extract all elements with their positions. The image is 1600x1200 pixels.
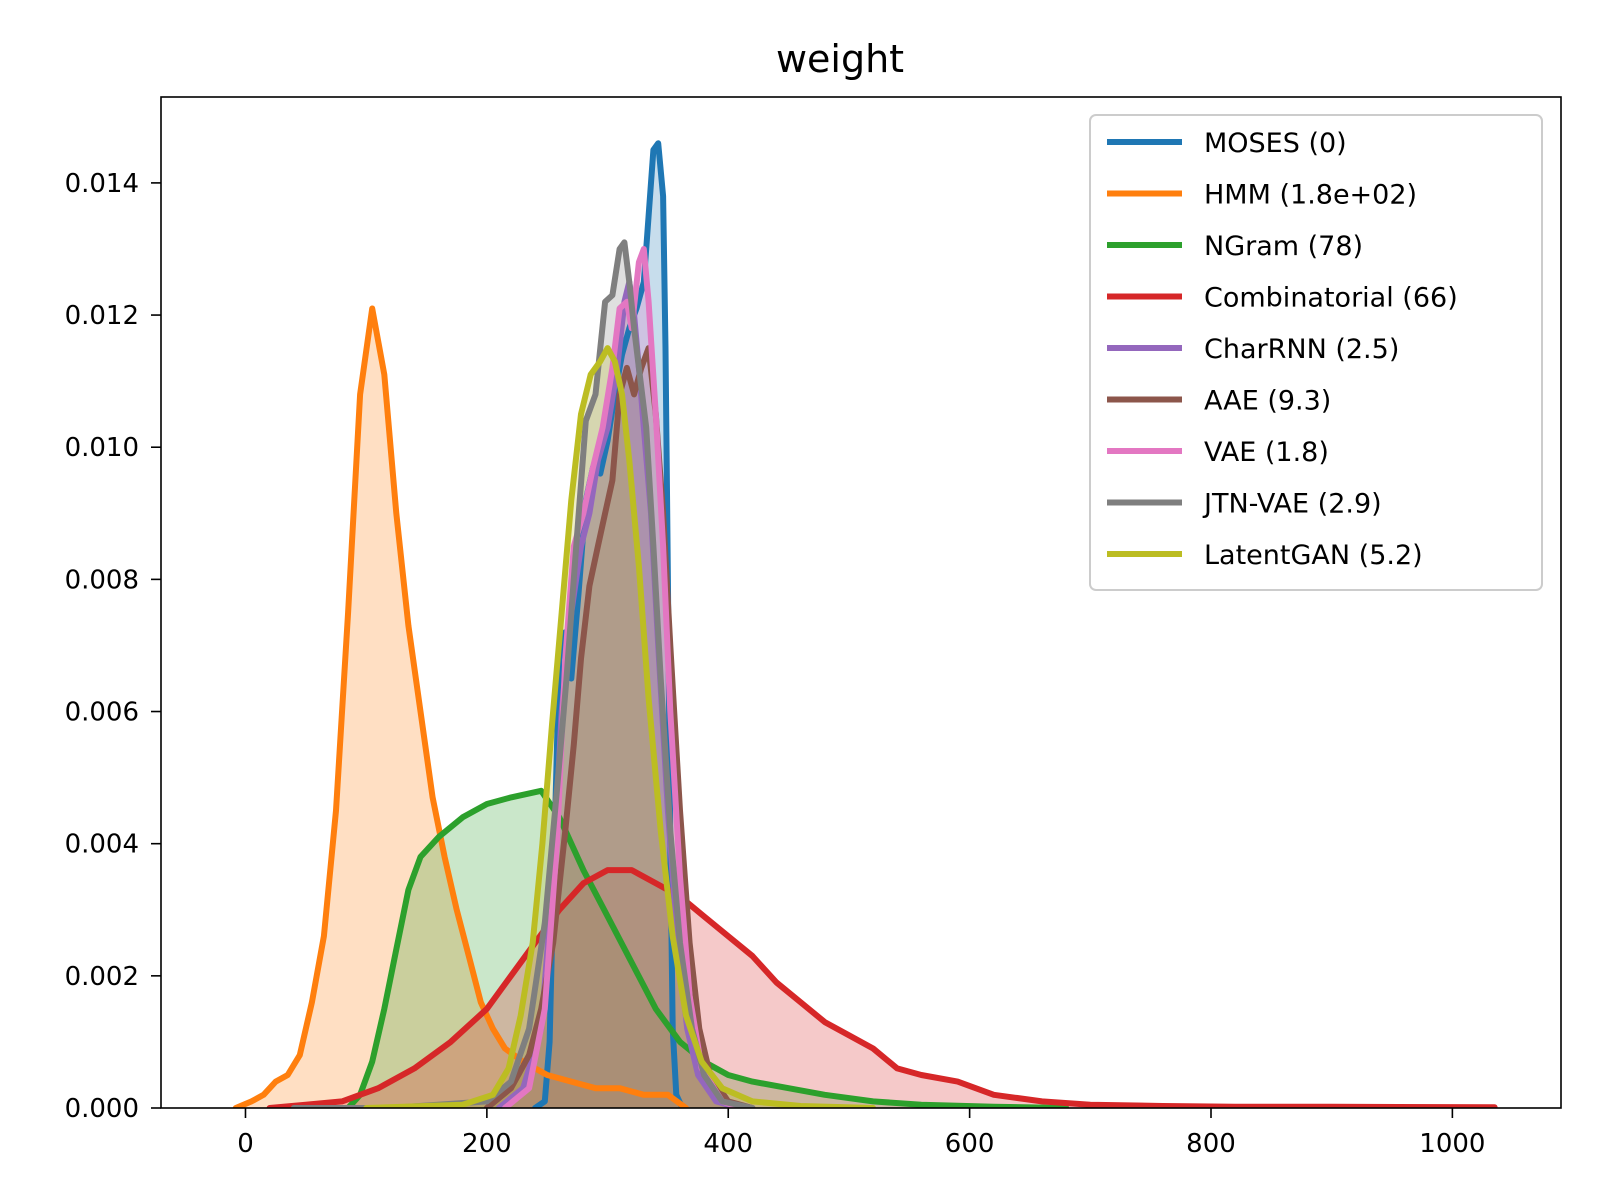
series-fill-3	[269, 870, 1495, 1108]
legend-label: Combinatorial (66)	[1204, 283, 1458, 314]
plot-frame	[160, 96, 1562, 1109]
y-tick-label: 0.002	[65, 962, 139, 992]
y-tick-label: 0.004	[65, 830, 139, 860]
series-line-2	[345, 787, 1070, 1108]
x-axis: 0 200 400 600 800 1000	[237, 1108, 1485, 1159]
x-tick-label: 1000	[1419, 1129, 1485, 1159]
legend-label: LatentGAN (5.2)	[1204, 540, 1423, 571]
series-fill-7	[293, 242, 753, 1108]
legend-label: HMM (1.8e+02)	[1204, 180, 1417, 211]
x-tick-label: 400	[703, 1129, 753, 1159]
series-fill-6	[505, 249, 741, 1108]
y-tick-label: 0.008	[65, 565, 139, 595]
y-axis: 0.000 0.002 0.004 0.006 0.008 0.010 0.012 0.014	[65, 169, 161, 1124]
legend-label: AAE (9.3)	[1204, 386, 1331, 417]
legend-label: CharRNN (2.5)	[1204, 334, 1399, 365]
series-fill-1	[235, 308, 687, 1108]
x-tick-label: 600	[945, 1129, 995, 1159]
y-tick-label: 0.012	[65, 301, 139, 331]
y-tick-label: 0.006	[65, 698, 139, 728]
series-fill-8	[366, 348, 874, 1108]
legend-label: MOSES (0)	[1204, 128, 1347, 159]
y-tick-label: 0.014	[65, 169, 139, 199]
legend-box	[1089, 114, 1543, 591]
density-lines	[232, 140, 1498, 1108]
series-line-8	[363, 345, 877, 1108]
series-line-1	[232, 305, 689, 1108]
x-tick-label: 200	[462, 1129, 512, 1159]
series-fill-0	[535, 143, 683, 1108]
legend-label: NGram (78)	[1204, 231, 1363, 262]
y-tick-label: 0.000	[65, 1094, 139, 1124]
y-tick-label: 0.010	[65, 433, 139, 463]
legend: MOSES (0) HMM (1.8e+02) NGram (78) Combinat…	[1089, 114, 1543, 591]
chart-title: weight	[776, 37, 904, 81]
legend-label: JTN-VAE (2.9)	[1202, 489, 1382, 520]
series-line-3	[266, 867, 1498, 1108]
legend-label: VAE (1.8)	[1204, 437, 1329, 468]
series-line-7	[290, 239, 756, 1108]
x-tick-label: 800	[1186, 1129, 1236, 1159]
series-line-5	[483, 345, 756, 1108]
x-tick-label: 0	[237, 1129, 254, 1159]
